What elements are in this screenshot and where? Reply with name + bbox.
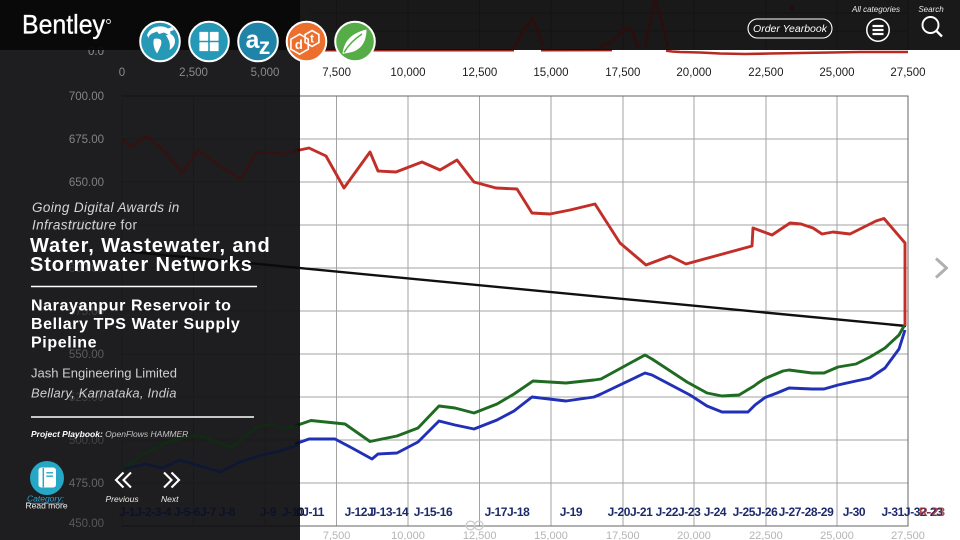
svg-text:700.00: 700.00 bbox=[69, 91, 104, 103]
svg-text:Next: Next bbox=[161, 494, 179, 504]
svg-text:Pipeline: Pipeline bbox=[31, 335, 97, 352]
svg-text:Project Playbook: OpenFlows HA: Project Playbook: OpenFlows HAMMER bbox=[31, 429, 188, 439]
svg-text:Stormwater Networks: Stormwater Networks bbox=[30, 254, 253, 276]
svg-text:t: t bbox=[310, 34, 314, 46]
svg-text:J-8: J-8 bbox=[219, 505, 236, 519]
svg-text:475.00: 475.00 bbox=[69, 478, 104, 490]
svg-text:J-1J-2-3-4: J-1J-2-3-4 bbox=[119, 505, 172, 519]
svg-text:20,000: 20,000 bbox=[677, 530, 711, 540]
svg-text:J-27-28-29: J-27-28-29 bbox=[779, 505, 834, 519]
svg-text:Bellary TPS Water Supply: Bellary TPS Water Supply bbox=[31, 316, 240, 333]
svg-text:R-23: R-23 bbox=[919, 505, 945, 519]
svg-text:All categories: All categories bbox=[851, 5, 900, 14]
svg-text:15,000: 15,000 bbox=[533, 67, 568, 79]
svg-text:Bentley: Bentley bbox=[22, 10, 105, 40]
svg-text:525.00: 525.00 bbox=[69, 392, 104, 404]
svg-text:J-5-6J-7: J-5-6J-7 bbox=[174, 505, 217, 519]
svg-text:Order Yearbook: Order Yearbook bbox=[753, 23, 828, 35]
svg-text:Water, Wastewater, and: Water, Wastewater, and bbox=[30, 235, 271, 257]
svg-text:550.00: 550.00 bbox=[69, 349, 104, 361]
svg-text:12,500: 12,500 bbox=[463, 530, 497, 540]
svg-text:600.00: 600.00 bbox=[69, 263, 104, 275]
svg-text:Jash Engineering Limited: Jash Engineering Limited bbox=[31, 366, 177, 381]
svg-text:15,000: 15,000 bbox=[534, 530, 568, 540]
svg-text:J-22J-23: J-22J-23 bbox=[656, 505, 702, 519]
svg-text:7,500: 7,500 bbox=[322, 67, 351, 79]
svg-text:z: z bbox=[259, 33, 271, 59]
svg-text:J-31J-32-23: J-31J-32-23 bbox=[882, 505, 944, 519]
svg-text:Narayanpur Reservoir to: Narayanpur Reservoir to bbox=[31, 298, 232, 315]
svg-text:575.00: 575.00 bbox=[69, 306, 104, 318]
svg-text:450.00: 450.00 bbox=[69, 518, 104, 530]
svg-text:J-9: J-9 bbox=[260, 505, 277, 519]
svg-text:12,500: 12,500 bbox=[462, 67, 497, 79]
svg-text:Previous: Previous bbox=[106, 494, 140, 504]
svg-text:20,000: 20,000 bbox=[676, 67, 711, 79]
svg-text:Search: Search bbox=[918, 5, 944, 14]
svg-text:J-12J: J-12J bbox=[345, 505, 374, 519]
svg-text:J-15-16: J-15-16 bbox=[414, 505, 453, 519]
svg-text:d: d bbox=[295, 37, 303, 52]
svg-text:Infrastructure for: Infrastructure for bbox=[32, 218, 137, 233]
svg-text:a: a bbox=[246, 26, 261, 54]
svg-text:10,000: 10,000 bbox=[390, 67, 425, 79]
svg-text:J-19: J-19 bbox=[560, 505, 583, 519]
svg-text:650.00: 650.00 bbox=[69, 177, 104, 189]
svg-text:25,000: 25,000 bbox=[820, 530, 854, 540]
svg-text:J-17J-18: J-17J-18 bbox=[485, 505, 531, 519]
svg-text:27,500: 27,500 bbox=[890, 67, 925, 79]
svg-text:J-25J-26: J-25J-26 bbox=[733, 505, 779, 519]
svg-text:625.00: 625.00 bbox=[69, 220, 104, 232]
svg-text:500.00: 500.00 bbox=[69, 435, 104, 447]
svg-text:7,500: 7,500 bbox=[323, 530, 351, 540]
svg-text:27,500: 27,500 bbox=[891, 530, 925, 540]
svg-text:J-13-14: J-13-14 bbox=[370, 505, 409, 519]
svg-text:17,500: 17,500 bbox=[605, 67, 640, 79]
svg-text:10,000: 10,000 bbox=[391, 530, 425, 540]
svg-text:5,000: 5,000 bbox=[251, 67, 280, 79]
svg-text:J-24: J-24 bbox=[704, 505, 727, 519]
svg-text:2,500: 2,500 bbox=[179, 67, 208, 79]
svg-text:22,500: 22,500 bbox=[748, 67, 783, 79]
svg-text:Going Digital Awards in: Going Digital Awards in bbox=[32, 200, 180, 215]
svg-text:J-30: J-30 bbox=[843, 505, 866, 519]
svg-text:Category:: Category: bbox=[27, 494, 64, 504]
svg-text:675.00: 675.00 bbox=[69, 134, 104, 146]
svg-text:J-20J-21: J-20J-21 bbox=[608, 505, 654, 519]
svg-text:0: 0 bbox=[119, 67, 125, 79]
svg-text:22,500: 22,500 bbox=[749, 530, 783, 540]
svg-text:25,000: 25,000 bbox=[819, 67, 854, 79]
svg-text:Bellary, Karnataka, India: Bellary, Karnataka, India bbox=[31, 386, 177, 401]
svg-text:0J-11: 0J-11 bbox=[296, 505, 325, 519]
svg-text:J-10: J-10 bbox=[282, 505, 305, 519]
svg-text:17,500: 17,500 bbox=[606, 530, 640, 540]
svg-text:Read more: Read more bbox=[26, 501, 68, 511]
